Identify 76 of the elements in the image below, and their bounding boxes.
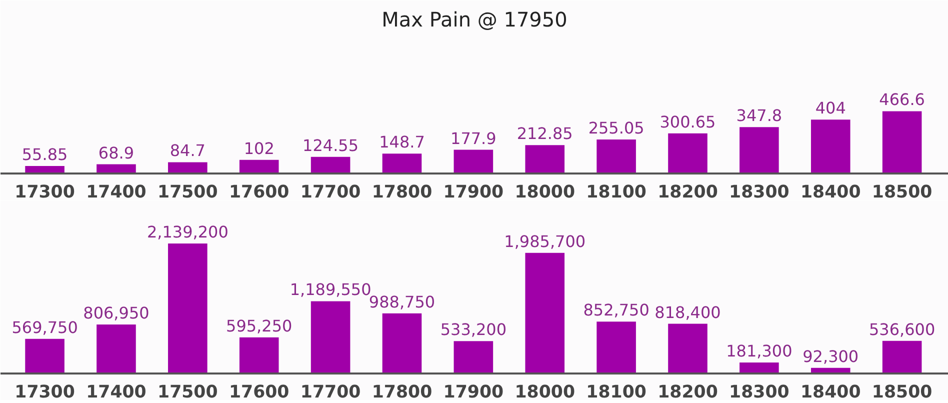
bar bbox=[740, 127, 779, 174]
x-tick-label: 17400 bbox=[86, 382, 146, 402]
x-tick-label: 17900 bbox=[443, 382, 504, 402]
bar bbox=[740, 362, 779, 374]
x-tick-label: 18500 bbox=[872, 182, 932, 202]
bar bbox=[668, 324, 708, 374]
data-label: 404 bbox=[815, 98, 846, 118]
x-tick-label: 17300 bbox=[14, 382, 75, 402]
data-label: 347.8 bbox=[736, 106, 782, 126]
data-label: 536,600 bbox=[868, 320, 936, 339]
data-label: 818,400 bbox=[654, 302, 721, 322]
x-tick-label: 17500 bbox=[158, 182, 218, 202]
data-label: 595,250 bbox=[226, 316, 292, 336]
x-tick-label: 18200 bbox=[658, 382, 718, 402]
bar bbox=[525, 145, 565, 174]
data-label: 55.85 bbox=[22, 145, 68, 164]
data-label: 466.6 bbox=[879, 90, 925, 110]
x-tick-label: 17700 bbox=[300, 382, 361, 402]
x-tick-label: 17800 bbox=[372, 382, 432, 402]
bar bbox=[239, 337, 279, 374]
data-label: 1,985,700 bbox=[504, 232, 586, 251]
x-tick-label: 18100 bbox=[586, 382, 646, 402]
x-tick-label: 18000 bbox=[514, 382, 576, 402]
x-tick-label: 18200 bbox=[658, 182, 718, 202]
x-tick-label: 18300 bbox=[729, 382, 790, 402]
bar bbox=[310, 301, 350, 374]
x-tick-label: 18300 bbox=[729, 182, 790, 202]
bar bbox=[454, 341, 494, 374]
bar bbox=[882, 340, 922, 374]
data-label: 177.9 bbox=[450, 128, 496, 148]
bar bbox=[25, 338, 64, 374]
x-tick-label: 18000 bbox=[514, 182, 576, 202]
x-tick-label: 17800 bbox=[372, 182, 432, 202]
x-tick-label: 18500 bbox=[872, 382, 932, 402]
bar bbox=[596, 139, 636, 174]
data-label: 806,950 bbox=[83, 303, 150, 322]
bar bbox=[382, 154, 422, 174]
x-tick-label: 18100 bbox=[586, 182, 646, 202]
data-label: 2,139,200 bbox=[146, 222, 228, 242]
bar bbox=[310, 156, 350, 174]
x-tick-label: 17600 bbox=[228, 182, 290, 202]
data-label: 84.7 bbox=[170, 141, 206, 160]
bar bbox=[882, 111, 922, 174]
bar bbox=[668, 133, 708, 174]
x-tick-label: 17500 bbox=[158, 382, 218, 402]
chart-title: Max Pain @ 17950 bbox=[382, 8, 568, 32]
x-tick-label: 17400 bbox=[86, 182, 146, 202]
bar bbox=[168, 162, 208, 174]
data-label: 1,189,550 bbox=[290, 280, 372, 300]
data-label: 102 bbox=[244, 138, 274, 158]
bar bbox=[810, 120, 850, 174]
x-tick-label: 17900 bbox=[443, 182, 504, 202]
x-tick-label: 17700 bbox=[300, 182, 361, 202]
x-tick-label: 17600 bbox=[228, 382, 290, 402]
data-label: 988,750 bbox=[368, 292, 436, 312]
data-label: 569,750 bbox=[12, 318, 78, 337]
data-label: 148.7 bbox=[379, 132, 425, 152]
x-tick-label: 18400 bbox=[800, 182, 861, 202]
bar bbox=[168, 244, 208, 374]
data-label: 92,300 bbox=[802, 346, 859, 366]
data-label: 212.85 bbox=[516, 124, 573, 144]
bar bbox=[239, 160, 279, 174]
data-label: 255.05 bbox=[588, 118, 644, 138]
data-label: 533,200 bbox=[440, 320, 507, 340]
bar bbox=[525, 252, 565, 374]
data-label: 852,750 bbox=[583, 300, 650, 320]
data-label: 68.9 bbox=[98, 143, 134, 162]
data-label: 300.65 bbox=[660, 112, 716, 132]
bar bbox=[96, 324, 136, 374]
x-tick-label: 17300 bbox=[14, 182, 75, 202]
bar bbox=[596, 322, 636, 374]
data-label: 181,300 bbox=[726, 341, 792, 360]
data-label: 124.55 bbox=[302, 136, 359, 155]
x-tick-label: 18400 bbox=[800, 382, 861, 402]
bar bbox=[454, 150, 494, 174]
bar bbox=[382, 313, 422, 374]
